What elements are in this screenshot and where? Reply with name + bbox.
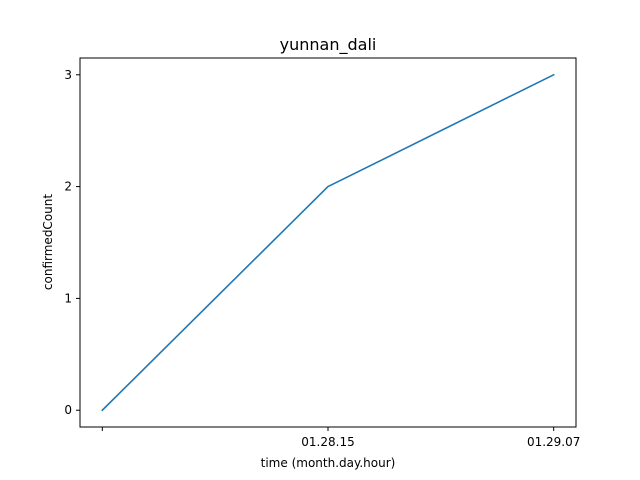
series-line-0 — [101, 73, 555, 412]
y-tick-label-0: 0 — [64, 403, 72, 417]
x-axis-label: time (month.day.hour) — [261, 456, 396, 470]
y-tick-label-1: 1 — [64, 291, 72, 305]
axes-frame — [79, 57, 577, 428]
x-tick-label-2: 01.29.07 — [527, 435, 580, 449]
plot-area: 0 1 2 3 01.28.15 01.29.07 — [64, 57, 580, 449]
y-axis-label: confirmedCount — [41, 194, 55, 290]
y-tick-label-2: 2 — [64, 180, 72, 194]
chart-title: yunnan_dali — [280, 35, 377, 55]
x-tick-label-1: 01.28.15 — [301, 435, 354, 449]
y-tick-label-3: 3 — [64, 68, 72, 82]
